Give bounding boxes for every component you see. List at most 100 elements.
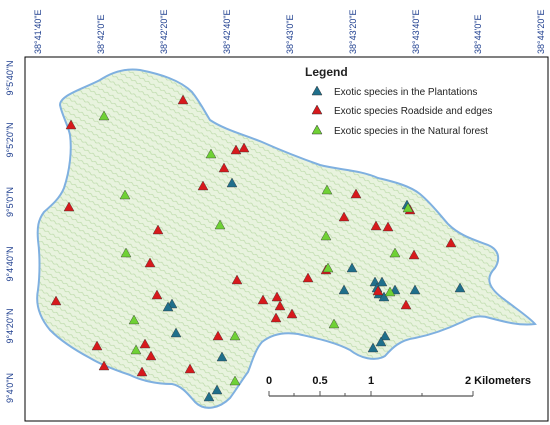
roadside-point-marker bbox=[145, 350, 157, 361]
roadside-point-marker bbox=[408, 249, 420, 260]
longitude-tick: 38°42'40"E bbox=[222, 9, 232, 54]
latitude-tick: 9°4'0"N bbox=[5, 373, 15, 403]
triangle-icon bbox=[311, 124, 323, 135]
legend-label: Exotic species in the Plantations bbox=[334, 87, 477, 98]
legend: Legend Exotic species in the Plantations… bbox=[305, 65, 492, 137]
roadside-point-marker bbox=[177, 94, 189, 105]
roadside-point-marker bbox=[372, 285, 384, 296]
scale-label-1: 1 bbox=[368, 375, 374, 387]
natural-forest-points bbox=[98, 110, 414, 386]
roadside-point-marker bbox=[350, 188, 362, 199]
natural-forest-point-marker bbox=[320, 230, 332, 241]
natural-forest-point-marker bbox=[130, 344, 142, 355]
roadside-point-marker bbox=[218, 162, 230, 173]
triangle-icon bbox=[311, 104, 323, 115]
longitude-tick-labels: 38°41'40"E 38°42'0"E 38°42'20"E 38°42'40… bbox=[33, 9, 546, 54]
scale-bar: 0 0.5 1 2 Kilometers bbox=[266, 375, 531, 397]
latitude-tick: 9°5'40"N bbox=[5, 60, 15, 95]
latitude-tick: 9°5'20"N bbox=[5, 122, 15, 157]
roadside-point-marker bbox=[382, 221, 394, 232]
natural-forest-point-marker bbox=[98, 110, 110, 121]
roadside-point-marker bbox=[271, 291, 283, 302]
roadside-point-marker bbox=[212, 330, 224, 341]
legend-item-plantations: Exotic species in the Plantations bbox=[311, 85, 477, 98]
natural-forest-point-marker bbox=[402, 202, 414, 213]
roadside-point-marker bbox=[445, 237, 457, 248]
roadside-point-marker bbox=[144, 257, 156, 268]
roadside-point-marker bbox=[139, 338, 151, 349]
roadside-point-marker bbox=[91, 340, 103, 351]
longitude-tick: 38°44'0"E bbox=[473, 14, 483, 54]
roadside-point-marker bbox=[63, 201, 75, 212]
natural-forest-point-marker bbox=[229, 330, 241, 341]
roadside-point-marker bbox=[50, 295, 62, 306]
plantation-point-marker bbox=[379, 330, 391, 341]
roadside-point-marker bbox=[65, 119, 77, 130]
legend-label: Exotic species in the Natural forest bbox=[334, 126, 488, 137]
plantation-point-marker bbox=[409, 284, 421, 295]
longitude-tick: 38°43'40"E bbox=[411, 9, 421, 54]
plantation-point-marker bbox=[338, 284, 350, 295]
longitude-tick: 38°41'40"E bbox=[33, 9, 43, 54]
plantation-point-marker bbox=[162, 301, 174, 312]
roadside-point-marker bbox=[184, 363, 196, 374]
latitude-tick-labels: 9°5'40"N 9°5'20"N 9°5'0"N 9°4'40"N 9°4'2… bbox=[5, 60, 15, 403]
longitude-tick: 38°42'0"E bbox=[96, 14, 106, 54]
plantation-point-marker bbox=[216, 351, 228, 362]
roadside-point-marker bbox=[257, 294, 269, 305]
latitude-tick: 9°4'20"N bbox=[5, 308, 15, 343]
plantation-point-marker bbox=[367, 342, 379, 353]
natural-forest-point-marker bbox=[389, 247, 401, 258]
roadside-point-marker bbox=[98, 360, 110, 371]
natural-forest-point-marker bbox=[128, 314, 140, 325]
roadside-point-marker bbox=[151, 289, 163, 300]
plantation-point-marker bbox=[375, 336, 387, 347]
longitude-tick: 38°43'20"E bbox=[348, 9, 358, 54]
plantation-point-marker bbox=[346, 262, 358, 273]
longitude-tick: 38°42'20"E bbox=[159, 9, 169, 54]
plantation-point-marker bbox=[170, 327, 182, 338]
roadside-point-marker bbox=[231, 274, 243, 285]
plantation-point-marker bbox=[211, 384, 223, 395]
natural-forest-point-marker bbox=[229, 375, 241, 386]
natural-forest-point-marker bbox=[328, 318, 340, 329]
natural-forest-point-marker bbox=[120, 247, 132, 258]
natural-forest-point-marker bbox=[384, 286, 396, 297]
scale-label-half: 0.5 bbox=[312, 375, 327, 387]
legend-title: Legend bbox=[305, 65, 348, 79]
scale-label-2-km: 2 Kilometers bbox=[465, 375, 531, 387]
roadside-point-marker bbox=[270, 312, 282, 323]
legend-item-roadside: Exotic species Roadside and edges bbox=[311, 104, 492, 117]
latitude-tick: 9°4'40"N bbox=[5, 246, 15, 281]
roadside-point-marker bbox=[338, 211, 350, 222]
plantation-point-marker bbox=[376, 276, 388, 287]
roadside-point-marker bbox=[286, 308, 298, 319]
study-area-polygon bbox=[36, 68, 537, 409]
roadside-point-marker bbox=[152, 224, 164, 235]
roadside-point-marker bbox=[370, 220, 382, 231]
latitude-tick: 9°5'0"N bbox=[5, 187, 15, 217]
roadside-point-marker bbox=[136, 366, 148, 377]
natural-forest-point-marker bbox=[321, 184, 333, 195]
natural-forest-point-marker bbox=[205, 148, 217, 159]
roadside-point-marker bbox=[197, 180, 209, 191]
plantation-point-marker bbox=[203, 391, 215, 402]
longitude-tick: 38°43'0"E bbox=[285, 14, 295, 54]
natural-forest-point-marker bbox=[119, 189, 131, 200]
roadside-point-marker bbox=[238, 142, 250, 153]
plantation-point-marker bbox=[454, 282, 466, 293]
roadside-point-marker bbox=[274, 300, 286, 311]
roadside-point-marker bbox=[230, 144, 242, 155]
natural-forest-point-marker bbox=[322, 262, 334, 273]
longitude-tick: 38°44'20"E bbox=[536, 9, 546, 54]
plantation-point-marker bbox=[378, 291, 390, 302]
plantation-point-marker bbox=[226, 177, 238, 188]
triangle-icon bbox=[311, 85, 323, 96]
roadside-point-marker bbox=[302, 272, 314, 283]
legend-label: Exotic species Roadside and edges bbox=[334, 106, 492, 117]
scale-label-0: 0 bbox=[266, 375, 272, 387]
natural-forest-point-marker bbox=[214, 219, 226, 230]
legend-item-natural-forest: Exotic species in the Natural forest bbox=[311, 124, 488, 137]
